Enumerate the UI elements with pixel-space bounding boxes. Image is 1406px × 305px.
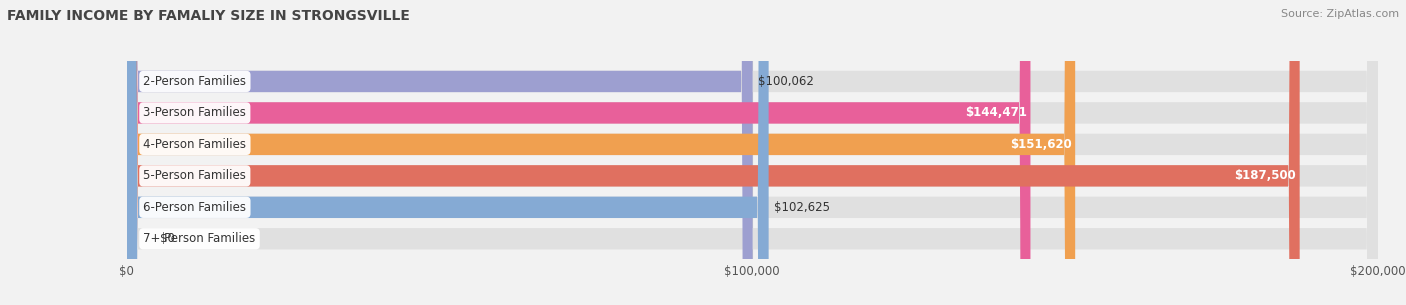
Text: 4-Person Families: 4-Person Families [143,138,246,151]
Text: $100,062: $100,062 [758,75,814,88]
Text: 7+ Person Families: 7+ Person Families [143,232,256,245]
Text: 3-Person Families: 3-Person Families [143,106,246,120]
Text: $144,471: $144,471 [965,106,1026,120]
FancyBboxPatch shape [127,0,1378,305]
Text: FAMILY INCOME BY FAMALIY SIZE IN STRONGSVILLE: FAMILY INCOME BY FAMALIY SIZE IN STRONGS… [7,9,411,23]
FancyBboxPatch shape [127,0,1076,305]
Text: $151,620: $151,620 [1010,138,1071,151]
Text: 2-Person Families: 2-Person Families [143,75,246,88]
FancyBboxPatch shape [127,0,769,305]
Text: Source: ZipAtlas.com: Source: ZipAtlas.com [1281,9,1399,19]
FancyBboxPatch shape [127,0,1378,305]
Text: 5-Person Families: 5-Person Families [143,169,246,182]
FancyBboxPatch shape [127,0,1378,305]
Text: $187,500: $187,500 [1234,169,1296,182]
FancyBboxPatch shape [127,0,1031,305]
FancyBboxPatch shape [127,0,1378,305]
FancyBboxPatch shape [127,0,1378,305]
Text: 6-Person Families: 6-Person Families [143,201,246,214]
Text: $0: $0 [160,232,176,245]
FancyBboxPatch shape [127,0,1378,305]
Text: $102,625: $102,625 [775,201,831,214]
FancyBboxPatch shape [127,0,752,305]
FancyBboxPatch shape [127,0,1299,305]
